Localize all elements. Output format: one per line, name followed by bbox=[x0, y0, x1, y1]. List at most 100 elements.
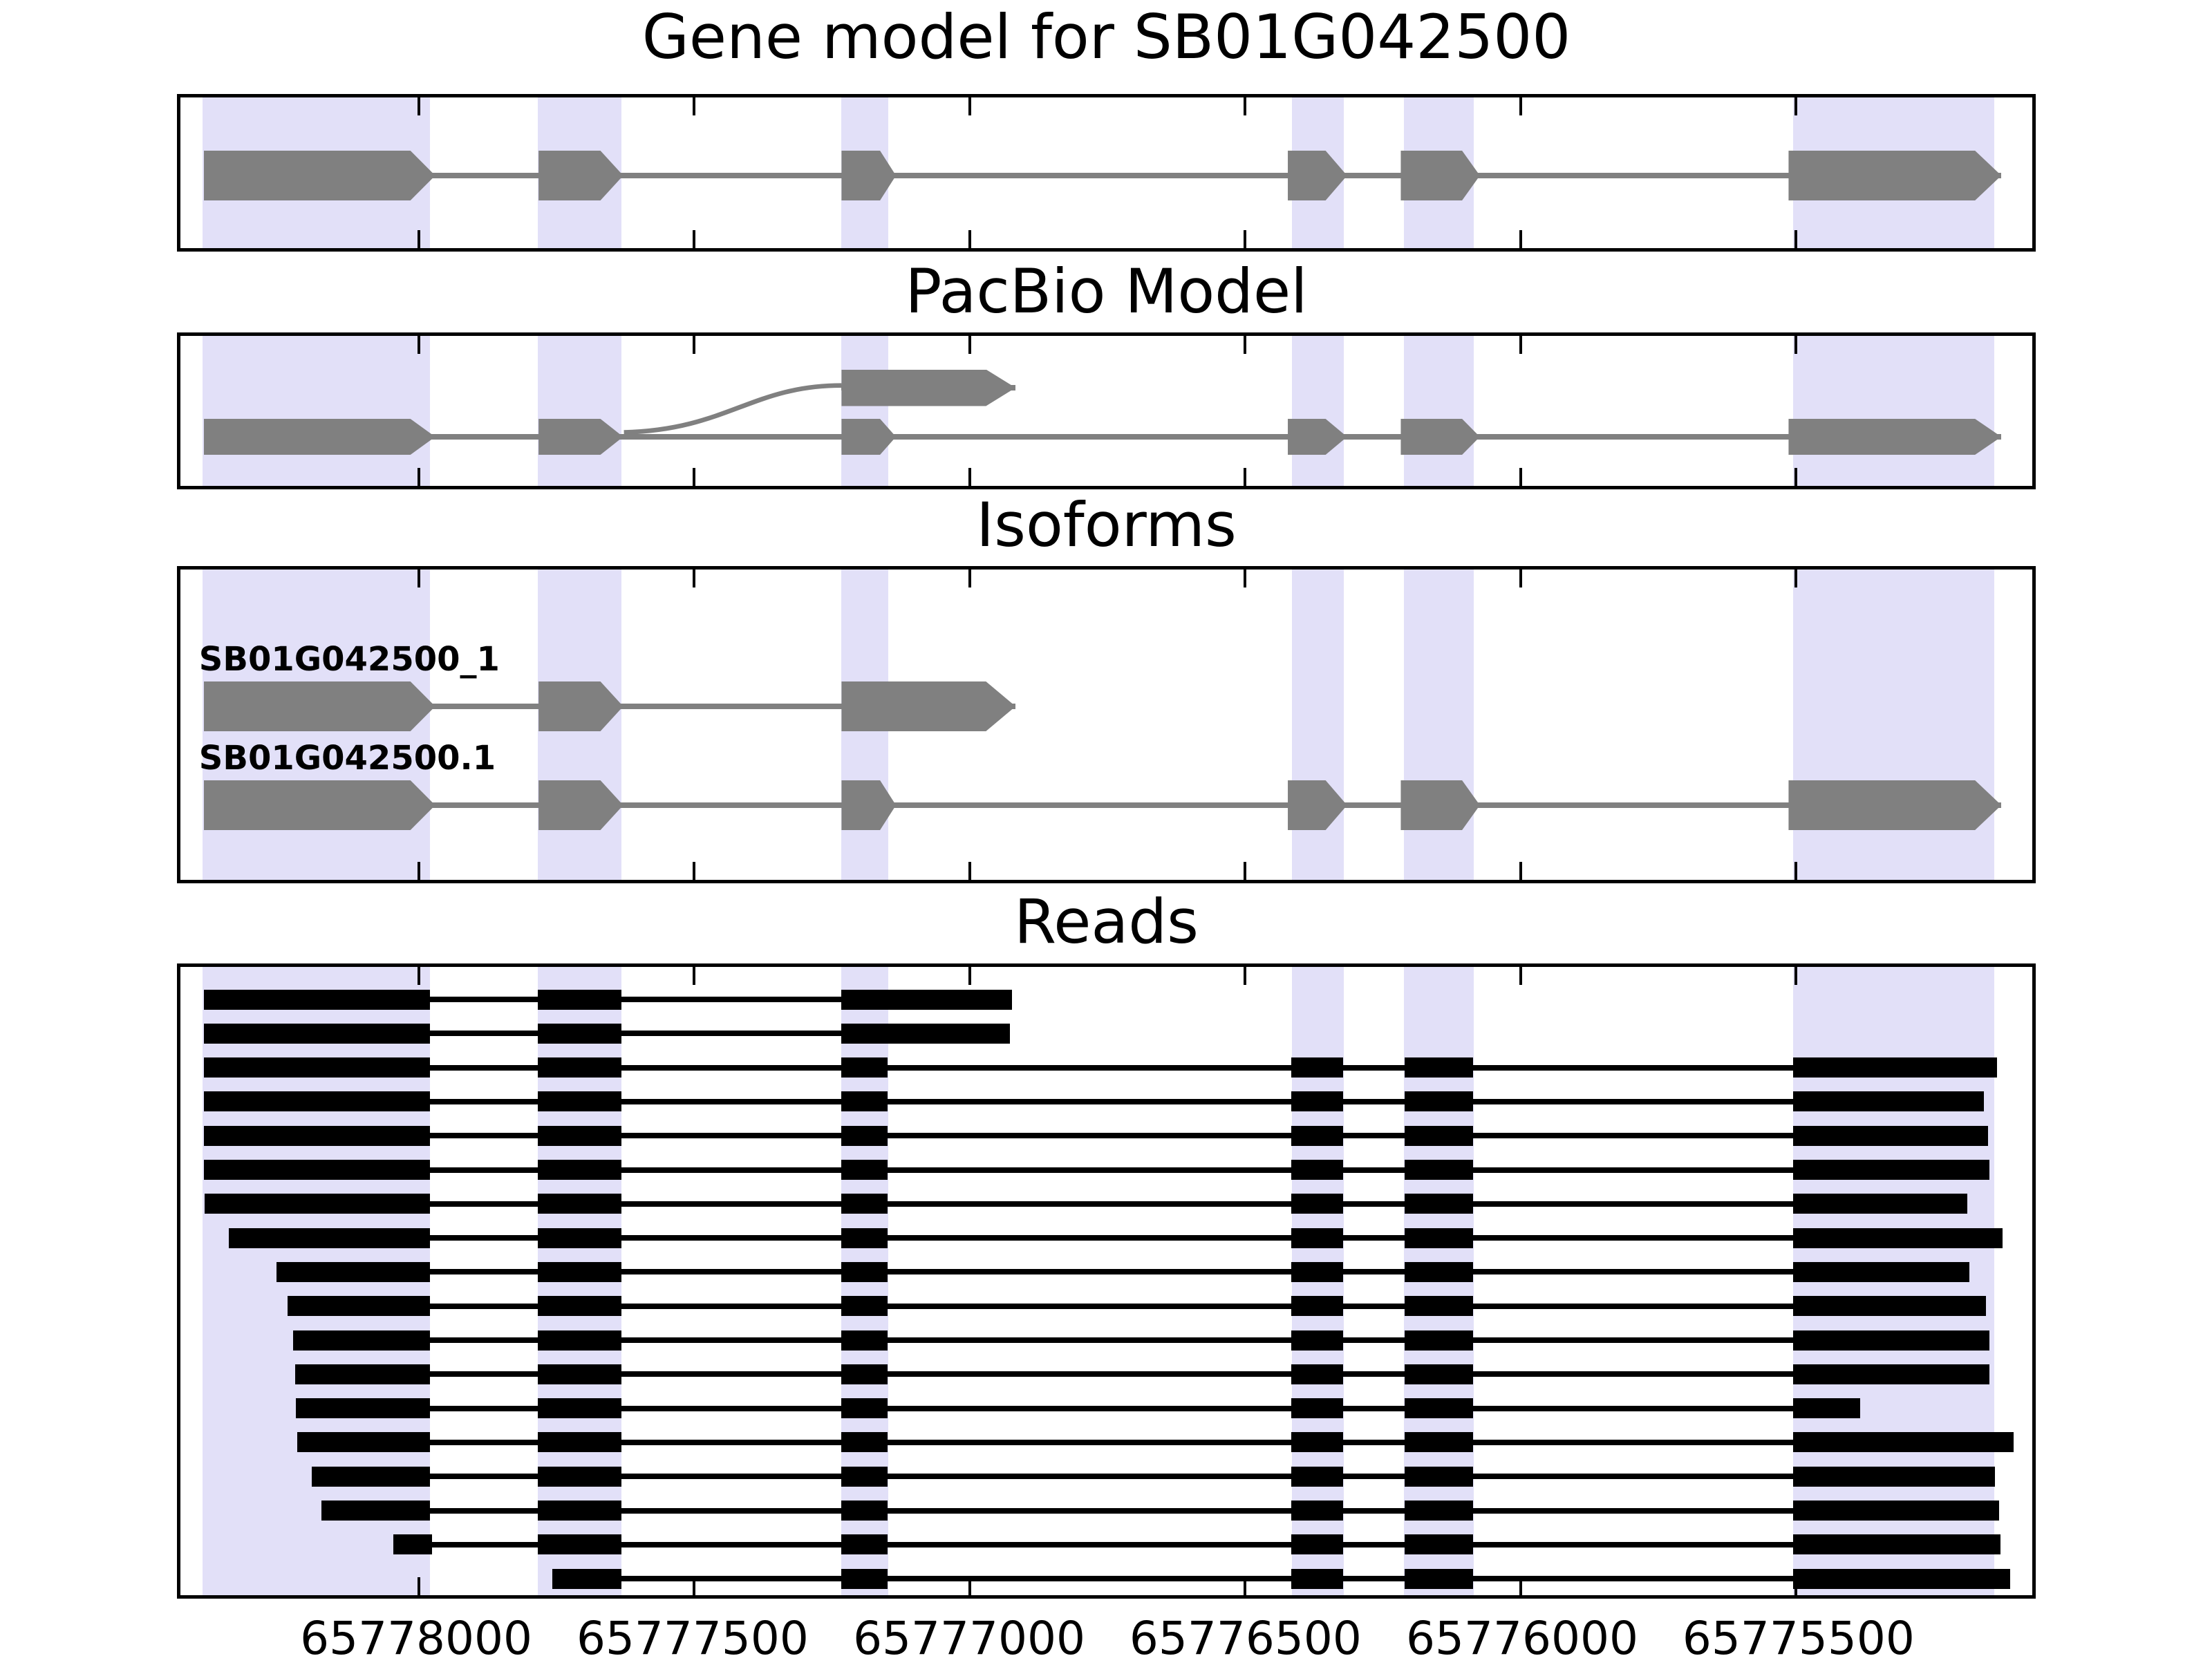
read-block bbox=[203, 1091, 430, 1112]
read-block bbox=[1404, 1398, 1473, 1419]
exon-highlight-band bbox=[202, 336, 430, 486]
panel-title-gene-model: Gene model for SB01G042500 bbox=[641, 1, 1571, 73]
read-block bbox=[1404, 1534, 1473, 1555]
axis-tick-mark bbox=[1244, 97, 1247, 115]
read-block bbox=[297, 1432, 430, 1453]
read-block bbox=[203, 1160, 430, 1180]
read-block bbox=[841, 1466, 888, 1487]
axis-tick-mark bbox=[968, 570, 971, 587]
read-block bbox=[538, 1432, 621, 1453]
exon-highlight-band bbox=[1793, 570, 1995, 880]
read-block bbox=[1404, 1057, 1473, 1078]
read-block bbox=[1291, 1091, 1344, 1112]
read-gap-line bbox=[296, 1405, 1860, 1411]
exon-block bbox=[1788, 780, 2002, 830]
read-block bbox=[312, 1466, 430, 1487]
exon-block bbox=[203, 681, 435, 731]
read-block bbox=[538, 1261, 621, 1282]
read-block bbox=[841, 1160, 888, 1180]
panel-pacbio-model bbox=[177, 332, 2036, 489]
read-block bbox=[841, 1227, 888, 1248]
read-block bbox=[1404, 1501, 1473, 1521]
read-block bbox=[1404, 1125, 1473, 1146]
read-block bbox=[538, 1330, 621, 1351]
read-row bbox=[180, 967, 2032, 1595]
read-row bbox=[180, 967, 2032, 1595]
intron-line bbox=[203, 434, 2002, 440]
intron-line bbox=[203, 802, 2002, 808]
read-block bbox=[203, 1023, 430, 1044]
read-block bbox=[841, 1398, 888, 1419]
axis-tick-mark bbox=[1519, 1577, 1522, 1595]
axis-tick-mark bbox=[1794, 570, 1798, 587]
read-row bbox=[180, 967, 2032, 1595]
axis-tick-mark bbox=[417, 336, 420, 354]
axis-tick-mark bbox=[1244, 230, 1247, 248]
axis-tick-mark bbox=[968, 230, 971, 248]
read-block bbox=[1404, 1194, 1473, 1214]
read-block bbox=[1404, 1091, 1473, 1112]
read-row bbox=[180, 967, 2032, 1595]
read-block bbox=[1793, 1398, 1860, 1419]
read-block bbox=[841, 1432, 888, 1453]
axis-tick-mark bbox=[1244, 967, 1247, 985]
axis-tick-mark bbox=[693, 967, 696, 985]
read-row bbox=[180, 967, 2032, 1595]
read-block bbox=[538, 1501, 621, 1521]
read-block bbox=[276, 1261, 430, 1282]
read-block bbox=[841, 1057, 888, 1078]
axis-tick-mark bbox=[1794, 468, 1798, 486]
exon-block bbox=[1400, 780, 1480, 830]
read-block bbox=[1291, 1057, 1344, 1078]
axis-tick-mark bbox=[1244, 468, 1247, 486]
read-block bbox=[1793, 1160, 1990, 1180]
read-block bbox=[203, 1057, 430, 1078]
axis-tick-mark bbox=[693, 97, 696, 115]
axis-tick-mark bbox=[1794, 967, 1798, 985]
read-block bbox=[538, 1091, 621, 1112]
axis-tick-mark bbox=[968, 336, 971, 354]
axis-tick-mark bbox=[968, 967, 971, 985]
read-block bbox=[841, 1091, 888, 1112]
read-row bbox=[180, 967, 2032, 1595]
read-block bbox=[1793, 1296, 1987, 1317]
read-gap-line bbox=[288, 1303, 1987, 1309]
read-block bbox=[1793, 1501, 1999, 1521]
read-block bbox=[538, 1296, 621, 1317]
axis-tick-mark bbox=[968, 1577, 971, 1595]
read-gap-line bbox=[293, 1337, 1990, 1343]
axis-tick-mark bbox=[417, 230, 420, 248]
axis-tick-mark bbox=[968, 97, 971, 115]
exon-highlight-band bbox=[1793, 336, 1995, 486]
read-block bbox=[1291, 1568, 1344, 1589]
exon-highlight-band bbox=[841, 336, 889, 486]
read-block bbox=[538, 1125, 621, 1146]
read-block bbox=[296, 1398, 430, 1419]
read-block bbox=[1404, 1261, 1473, 1282]
read-block bbox=[1404, 1227, 1473, 1248]
read-gap-line bbox=[552, 1576, 2010, 1582]
read-row bbox=[180, 967, 2032, 1595]
read-block bbox=[1291, 1364, 1344, 1384]
read-block bbox=[841, 1296, 888, 1317]
exon-block bbox=[1788, 151, 2002, 200]
exon-highlight-band bbox=[1404, 336, 1474, 486]
read-block bbox=[1404, 1364, 1473, 1384]
read-block bbox=[1793, 1568, 2010, 1589]
read-block bbox=[841, 1501, 888, 1521]
read-row bbox=[180, 967, 2032, 1595]
read-block bbox=[538, 989, 621, 1010]
axis-tick-mark bbox=[693, 1577, 696, 1595]
axis-tick-mark bbox=[417, 468, 420, 486]
read-gap-line bbox=[295, 1371, 1990, 1377]
panel-gene-model bbox=[177, 94, 2036, 252]
panel-title-pacbio-model: PacBio Model bbox=[905, 256, 1308, 327]
axis-tick-mark bbox=[417, 1577, 420, 1595]
read-gap-line bbox=[203, 1167, 1990, 1173]
read-block bbox=[204, 1194, 430, 1214]
exon-block bbox=[203, 780, 435, 830]
isoform-label: SB01G042500.1 bbox=[198, 739, 496, 778]
read-gap-line bbox=[203, 1064, 1998, 1071]
read-block bbox=[1793, 1534, 2001, 1555]
read-block bbox=[1291, 1432, 1344, 1453]
